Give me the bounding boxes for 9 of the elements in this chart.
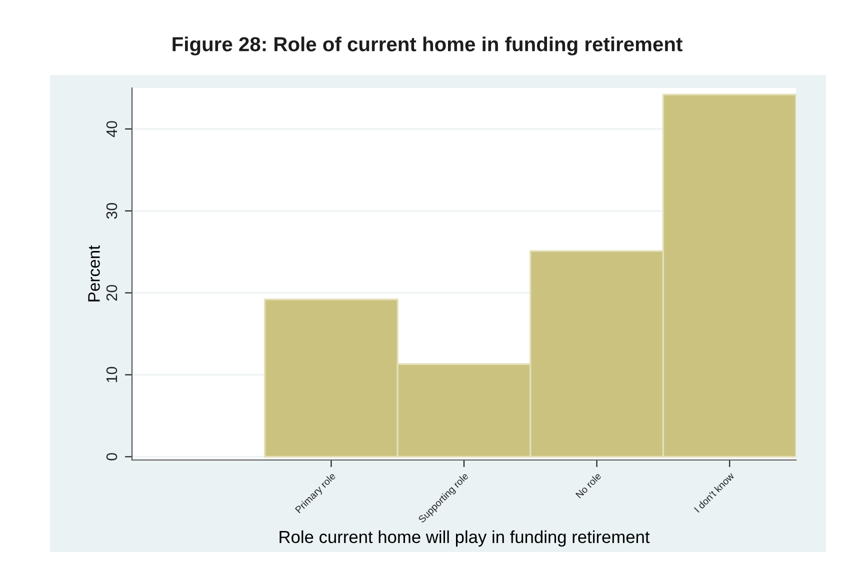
y-tick-label: 0 bbox=[106, 453, 118, 460]
y-tick-label: 30 bbox=[106, 203, 118, 219]
y-tick-label: 10 bbox=[106, 366, 118, 382]
chart-title: Figure 28: Role of current home in funding retirement bbox=[172, 36, 682, 56]
y-tick-label: 20 bbox=[106, 284, 118, 301]
y-tick-label: 40 bbox=[106, 121, 118, 138]
x-axis-title: Role current home will play in funding retirement bbox=[280, 530, 650, 547]
x-tick-label: No role bbox=[575, 472, 602, 498]
y-axis-title: Percent bbox=[88, 245, 100, 302]
